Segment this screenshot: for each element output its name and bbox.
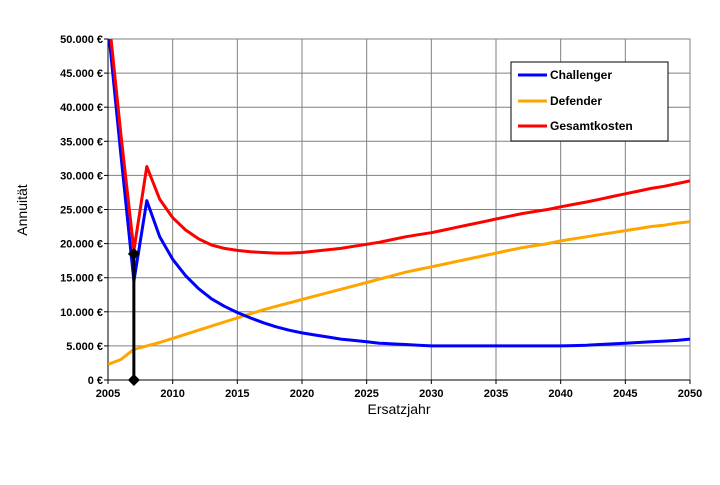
series-lines <box>108 39 690 366</box>
x-tick-label: 2050 <box>678 388 702 400</box>
legend-label-challenger: Challenger <box>550 68 612 82</box>
legend-label-defender: Defender <box>550 94 602 108</box>
y-tick-label: 35.000 € <box>60 136 103 148</box>
x-tick-label: 2035 <box>484 388 508 400</box>
x-tick-label: 2040 <box>548 388 572 400</box>
y-axis: 0 € 5.000 € 10.000 € 15.000 € 20.000 € 25.000… <box>60 34 109 387</box>
y-axis-label: Annuität <box>14 184 30 235</box>
series-line-challenger <box>108 39 690 348</box>
marker-diamond <box>127 247 140 260</box>
y-tick-label: 40.000 € <box>60 102 103 114</box>
y-tick-label: 25.000 € <box>60 205 103 217</box>
y-tick-label: 10.000 € <box>60 307 103 319</box>
y-tick-label: 5.000 € <box>66 341 103 353</box>
y-tick-label: 45.000 € <box>60 68 103 80</box>
x-tick-label: 2045 <box>613 388 637 400</box>
legend: Challenger Defender Gesamtkosten <box>510 61 669 142</box>
marker-diamond <box>127 374 140 386</box>
y-tick-label: 15.000 € <box>60 273 103 285</box>
x-tick-label: 2020 <box>290 388 314 400</box>
legend-label-gesamtkosten: Gesamtkosten <box>550 119 633 133</box>
x-axis: 2005 2010 2015 2020 2025 2030 2035 2040 2045 2050 <box>96 379 702 400</box>
optimum-marker <box>127 247 140 386</box>
x-axis-label: Ersatzjahr <box>367 401 430 417</box>
x-tick-label: 2010 <box>160 388 184 400</box>
x-tick-label: 2030 <box>419 388 443 400</box>
x-tick-label: 2025 <box>354 388 378 400</box>
y-tick-label: 50.000 € <box>60 34 103 46</box>
x-tick-label: 2015 <box>225 388 249 400</box>
y-tick-label: 0 € <box>88 375 103 387</box>
x-tick-label: 2005 <box>96 388 120 400</box>
series-line-gesamtkosten <box>109 39 690 255</box>
y-tick-label: 20.000 € <box>60 239 103 251</box>
y-tick-label: 30.000 € <box>60 170 103 182</box>
series-line-defender <box>108 220 690 366</box>
